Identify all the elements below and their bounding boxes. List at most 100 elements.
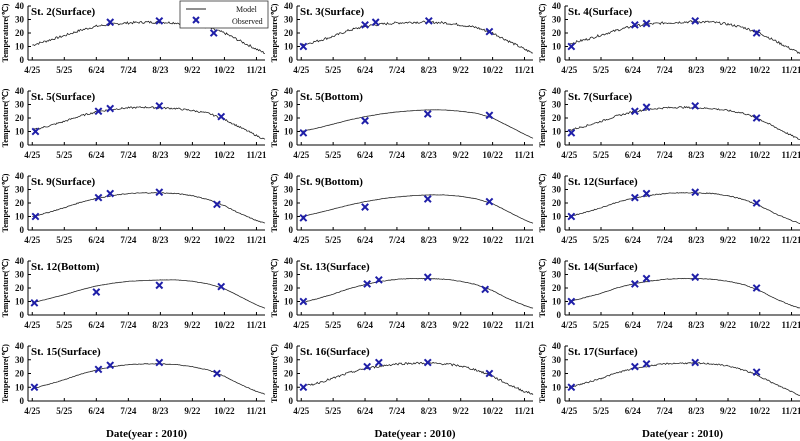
x-tick-label: 11/21 bbox=[782, 235, 800, 245]
observed-marker-stroke bbox=[630, 280, 639, 288]
x-tick-label: 9/22 bbox=[720, 65, 737, 75]
panel-title: St. 13(Surface) bbox=[300, 261, 370, 273]
x-tick-label: 7/24 bbox=[120, 65, 137, 75]
observed-point bbox=[630, 280, 639, 288]
x-tick-label: 8/23 bbox=[421, 406, 438, 416]
y-tick-label: 10 bbox=[552, 212, 562, 222]
observed-point bbox=[299, 42, 308, 51]
y-tick-label: 40 bbox=[15, 256, 25, 266]
observed-point bbox=[155, 101, 164, 110]
observed-point bbox=[106, 18, 115, 27]
observed-marker-stroke bbox=[363, 362, 372, 371]
x-tick-label: 8/23 bbox=[688, 150, 705, 160]
panel-title: St. 12(Bottom) bbox=[31, 261, 100, 273]
panel-title: St. 5(Bottom) bbox=[300, 91, 363, 103]
observed-point bbox=[752, 368, 761, 377]
y-tick-label: 30 bbox=[15, 355, 25, 365]
observed-marker-stroke bbox=[567, 212, 576, 221]
x-tick-label: 10/22 bbox=[750, 65, 771, 75]
y-tick-label: 0 bbox=[289, 310, 294, 320]
x-tick-label: 5/25 bbox=[325, 235, 342, 245]
legend-marker-stroke bbox=[192, 16, 200, 24]
x-tick-label: 11/21 bbox=[782, 406, 800, 416]
observed-point bbox=[642, 103, 651, 112]
observed-marker-stroke bbox=[485, 111, 494, 120]
observed-marker-stroke bbox=[371, 18, 380, 27]
x-tick-label: 11/21 bbox=[514, 406, 535, 416]
observed-marker-stroke bbox=[299, 297, 308, 306]
observed-marker-stroke bbox=[106, 361, 115, 370]
legend-observed-swatch bbox=[192, 16, 200, 24]
x-tick-label: 7/24 bbox=[656, 235, 673, 245]
observed-point bbox=[217, 282, 226, 291]
observed-marker-stroke bbox=[424, 16, 433, 25]
y-tick-label: 40 bbox=[552, 86, 562, 96]
y-tick-label: 40 bbox=[15, 86, 25, 96]
observed-point bbox=[485, 27, 494, 36]
panel-title: St. 16(Surface) bbox=[300, 346, 370, 358]
observed-marker-stroke bbox=[423, 273, 432, 282]
x-tick-label: 11/21 bbox=[514, 235, 535, 245]
observed-marker-stroke bbox=[642, 359, 651, 368]
y-tick-label: 30 bbox=[284, 355, 294, 365]
x-tick-label: 6/24 bbox=[625, 235, 642, 245]
x-tick-label: 9/22 bbox=[184, 320, 201, 330]
observed-point bbox=[752, 114, 761, 122]
observed-marker-stroke bbox=[642, 274, 651, 283]
x-tick-label: 10/22 bbox=[750, 235, 771, 245]
x-tick-label: 4/25 bbox=[293, 406, 310, 416]
observed-marker-stroke bbox=[374, 358, 383, 367]
observed-marker-stroke bbox=[106, 18, 115, 27]
model-series-line bbox=[568, 362, 800, 396]
observed-point bbox=[567, 383, 576, 392]
observed-point bbox=[423, 110, 432, 118]
y-axis-label: Temperature(℃) bbox=[270, 3, 279, 62]
y-tick-label: 20 bbox=[552, 113, 562, 123]
observed-point bbox=[691, 358, 700, 367]
observed-marker-stroke bbox=[752, 284, 761, 292]
observed-marker-stroke bbox=[481, 285, 490, 294]
y-tick-label: 40 bbox=[552, 1, 562, 11]
chart-panel: 0 10 20 30 40 4/25 5/25 6/24 7/24 8/23 9/22 10/22 11… bbox=[1, 171, 267, 245]
x-tick-label: 9/22 bbox=[720, 150, 737, 160]
x-tick-label: 11/21 bbox=[246, 406, 267, 416]
x-tick-label: 5/25 bbox=[593, 235, 610, 245]
x-tick-label: 11/21 bbox=[246, 235, 267, 245]
observed-marker-stroke bbox=[94, 107, 103, 116]
y-tick-label: 20 bbox=[15, 28, 25, 38]
y-tick-label: 0 bbox=[20, 310, 25, 320]
x-tick-label: 7/24 bbox=[656, 65, 673, 75]
x-tick-label: 4/25 bbox=[561, 150, 578, 160]
observed-point bbox=[92, 288, 101, 296]
y-tick-label: 20 bbox=[284, 198, 294, 208]
observed-point bbox=[424, 16, 433, 25]
y-tick-label: 40 bbox=[284, 1, 294, 11]
y-tick-label: 10 bbox=[284, 42, 294, 52]
observed-point bbox=[423, 358, 432, 367]
observed-point bbox=[691, 16, 700, 25]
observed-marker-stroke bbox=[485, 27, 494, 36]
x-tick-label: 4/25 bbox=[24, 235, 41, 245]
x-tick-label: 10/22 bbox=[482, 235, 503, 245]
y-tick-label: 30 bbox=[15, 15, 25, 25]
chart-panel: 0 10 20 30 40 4/25 5/25 6/24 7/24 8/23 9/22 10/22 11… bbox=[538, 1, 800, 75]
x-tick-label: 6/24 bbox=[625, 65, 642, 75]
x-tick-label: 8/23 bbox=[688, 65, 705, 75]
x-tick-label: 8/23 bbox=[421, 235, 438, 245]
observed-marker-stroke bbox=[691, 273, 700, 282]
panel-title: St. 4(Surface) bbox=[568, 6, 632, 18]
observed-point bbox=[361, 20, 369, 29]
y-tick-label: 20 bbox=[552, 283, 562, 293]
observed-point bbox=[155, 188, 164, 197]
x-tick-label: 11/21 bbox=[514, 150, 535, 160]
legend-observed-label: Observed bbox=[232, 17, 263, 26]
y-tick-label: 40 bbox=[552, 171, 562, 181]
chart-panel: 0 10 20 30 40 4/25 5/25 6/24 7/24 8/23 9/22 10/22 11… bbox=[270, 1, 535, 75]
observed-marker-stroke bbox=[691, 188, 700, 197]
panel-title: St. 2(Surface) bbox=[31, 6, 95, 18]
x-tick-label: 7/24 bbox=[656, 320, 673, 330]
model-series-line bbox=[301, 109, 534, 139]
x-tick-label: 10/22 bbox=[750, 150, 771, 160]
x-tick-label: 5/25 bbox=[56, 235, 73, 245]
